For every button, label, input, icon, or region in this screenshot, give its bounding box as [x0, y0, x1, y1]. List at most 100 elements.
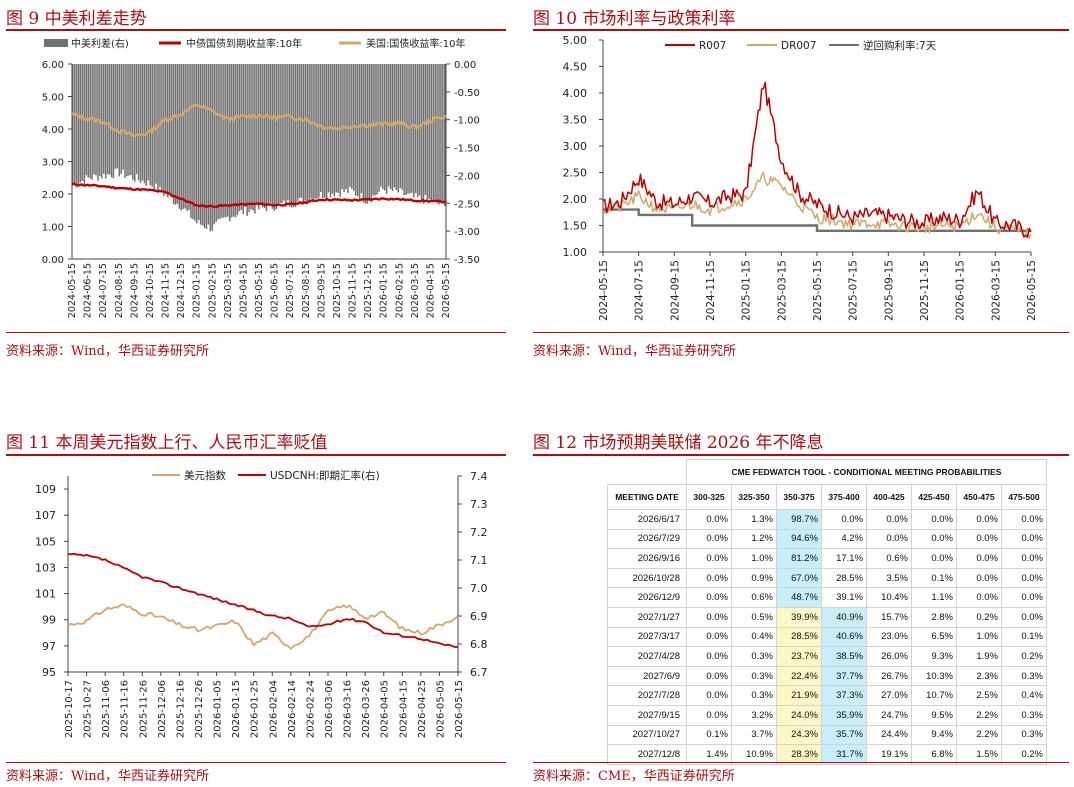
spread-bar [248, 64, 250, 212]
spread-bar [395, 64, 398, 191]
spread-bar [316, 64, 318, 200]
x-tick-label: 2025-11-26 [138, 680, 149, 738]
spread-bar [285, 64, 287, 207]
legend-label: USDCNH:即期汇率(右) [270, 469, 380, 482]
meeting-date-cell: 2027/3/17 [607, 626, 687, 648]
x-tick-label: 2026-05-15 [1026, 260, 1038, 321]
spread-bar [256, 64, 258, 205]
spread-bar [97, 64, 99, 181]
left-tick-label: 109 [35, 483, 56, 496]
probability-cell: 0.0% [686, 704, 732, 726]
probability-cell: 0.0% [686, 548, 732, 569]
probability-cell: 39.1% [821, 587, 867, 608]
x-tick-label: 2025-03-15 [776, 260, 788, 321]
spread-bar [385, 64, 388, 194]
spread-bar [422, 64, 425, 204]
spread-bar [145, 64, 148, 186]
right-tick-label: 7.0 [470, 582, 488, 595]
table-row: 2027/7/28 0.0% 0.3% 21.9% 37.3% 27.0% 10.7% 2.5… [607, 685, 1047, 706]
x-tick-label: 2025-11-15 [919, 260, 931, 321]
spread-bar [126, 64, 128, 177]
spread-bar [77, 64, 80, 186]
probability-cell: 2.2% [956, 704, 1002, 726]
spread-bar [397, 64, 400, 193]
right-tick-label: -1.50 [454, 144, 480, 155]
spread-bar [378, 64, 380, 192]
meeting-date-cell: 2026/10/28 [607, 567, 687, 589]
spread-bar [178, 64, 181, 209]
x-tick-label: 2026-01-25 [250, 680, 261, 738]
legend-label: 中债国债到期收益率:10年 [186, 37, 302, 50]
spread-bar [141, 64, 144, 181]
spread-bar [91, 64, 93, 180]
spread-bar [372, 64, 374, 196]
probability-cell: 0.4% [731, 626, 777, 648]
source-text: 资料来源：Wind，华西证券研究所 [6, 344, 209, 359]
probability-cell: 0.0% [1001, 509, 1047, 530]
x-tick-label: 2026-02-04 [268, 680, 279, 738]
probability-cell: 35.9% [821, 704, 867, 726]
x-tick-label: 2024-08-15 [114, 263, 125, 318]
panel-cme: 图 12 市场预期美联储 2026 年不降息 CME FEDWATCH TOOL… [533, 428, 1069, 784]
source-text: 资料来源：Wind，华西证券研究所 [6, 769, 209, 784]
spread-bar [306, 64, 308, 205]
spread-bar [287, 64, 289, 201]
column-header: 425-450 [911, 484, 957, 510]
spread-bar [418, 64, 421, 196]
column-header: 400-425 [866, 484, 912, 510]
spread-bar [205, 64, 208, 229]
x-tick-label: 2026-03-15 [410, 263, 421, 318]
spread-bar [236, 64, 239, 215]
probability-cell: 23.7% [776, 646, 822, 667]
title-rule [6, 29, 506, 31]
spread-bar [252, 64, 254, 211]
probability-cell: 0.0% [1001, 548, 1047, 569]
probability-cell: 37.7% [821, 665, 867, 687]
spread-bar [104, 64, 107, 179]
spread-bar [215, 64, 217, 222]
x-tick-label: 2024-10-15 [145, 263, 156, 318]
right-tick-label: 6.9 [470, 610, 488, 623]
spread-bar [211, 64, 214, 231]
spread-bar [234, 64, 237, 218]
table-row: 2026/9/16 0.0% 1.0% 81.2% 17.1% 0.6% 0.0% 0.0% 0… [607, 548, 1047, 569]
probability-cell: 10.4% [866, 587, 912, 608]
probability-cell: 0.0% [956, 509, 1002, 530]
legend-label: 中美利差(右) [71, 37, 129, 50]
spread-bar [383, 64, 386, 191]
left-tick-label: 97 [42, 640, 56, 653]
x-tick-label: 2026-02-14 [287, 680, 298, 738]
table-header-row: MEETING DATE 300-325 325-350 350-375 375-400… [607, 484, 1047, 510]
probability-cell: 9.4% [911, 724, 957, 746]
spread-bar [196, 64, 198, 224]
spread-bar [228, 64, 231, 222]
probability-cell: 17.1% [821, 548, 867, 569]
x-tick-label: 2025-12-15 [363, 263, 374, 318]
spread-bar [106, 64, 109, 175]
probability-cell: 1.3% [731, 509, 777, 530]
probability-cell: 15.7% [866, 606, 912, 628]
spread-bar [413, 64, 415, 198]
spread-bar [199, 64, 202, 225]
probability-cell: 24.3% [776, 724, 822, 746]
source-rule [6, 332, 506, 333]
table-title: CME FEDWATCH TOOL - CONDITIONAL MEETING … [686, 459, 1047, 485]
spread-bar [436, 64, 438, 204]
spread-bar [132, 64, 134, 180]
spread-bar [244, 64, 246, 207]
probability-cell: 0.0% [866, 528, 912, 550]
panel-spread: 图 9 中美利差走势 中美利差(右) 中债国债到期收益率:10年 美国:国债收益率:… [6, 4, 506, 364]
x-tick-label: 2026-04-05 [380, 680, 391, 738]
x-tick-label: 2026-04-25 [417, 680, 428, 738]
x-tick-label: 2024-11-15 [705, 260, 717, 321]
spread-bar [364, 64, 367, 204]
spread-bar [188, 64, 190, 210]
spread-bar [321, 64, 324, 199]
x-tick-label: 2025-11-06 [101, 680, 112, 738]
spread-bar [304, 64, 307, 201]
spread-bar [283, 64, 285, 201]
x-tick-label: 2026-05-15 [441, 263, 452, 318]
meeting-date-cell: 2026/7/29 [607, 528, 687, 550]
cme-table-wrap: CME FEDWATCH TOOL - CONDITIONAL MEETING … [607, 459, 1047, 765]
spread-bar [366, 64, 369, 204]
